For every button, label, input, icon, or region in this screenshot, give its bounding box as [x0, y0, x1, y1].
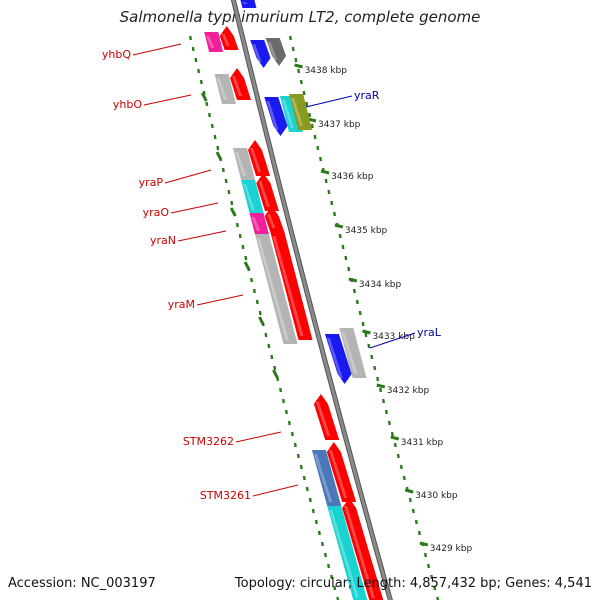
ruler-layer: 3438 kbp 3437 kbp 3436 kbp 3435 kbp 3434 kbp…: [189, 35, 473, 600]
kbp-label: 3430 kbp: [415, 491, 458, 501]
label-layer: yhbQ yhbO yraP yraO yraN yraM STM3262 STM3261 yr…: [102, 43, 442, 502]
label-connector: [170, 202, 219, 214]
inner-ruler-tick: [272, 369, 279, 379]
label-connector: [132, 43, 182, 56]
gene-darkgray-feature[interactable]: [265, 38, 287, 66]
label-connector: [305, 95, 353, 108]
label-connector: [369, 332, 416, 349]
kbp-label: 3435 kbp: [345, 226, 388, 236]
outer-ruler-tick: [419, 541, 429, 547]
gene-label-yraR[interactable]: yraR: [354, 89, 380, 102]
genome-summary-text: Topology: circular; Length: 4,857,432 bp…: [234, 576, 592, 591]
gene-red-feature[interactable]: [247, 140, 271, 176]
gene-yraL-feature[interactable]: [324, 334, 352, 384]
inner-ruler-tick: [243, 261, 251, 271]
gene-yraR-feature[interactable]: [264, 97, 288, 136]
gene-label-STM3262[interactable]: STM3262: [183, 435, 234, 448]
feature-layer: [204, 0, 384, 600]
gene-label-yraN[interactable]: yraN: [150, 234, 176, 247]
gene-red-feature[interactable]: [270, 232, 313, 340]
outer-ruler-tick: [294, 63, 303, 69]
outer-ruler: [289, 35, 440, 600]
kbp-label: 3434 kbp: [359, 280, 402, 290]
gene-top-blue-feature[interactable]: [240, 0, 257, 8]
gene-label-yraP[interactable]: yraP: [139, 176, 164, 189]
outer-ruler-tick: [390, 435, 400, 441]
gene-yhbQ-partner-feature[interactable]: [219, 26, 239, 50]
map-title: Salmonella typhimurium LT2, complete gen…: [120, 8, 481, 26]
outer-ruler-tick: [404, 488, 414, 494]
kbp-label: 3431 kbp: [401, 438, 444, 448]
outer-ruler-tick: [320, 169, 330, 175]
gene-label-yraO[interactable]: yraO: [143, 206, 170, 219]
outer-ruler-tick: [334, 223, 344, 229]
gene-red-feature[interactable]: [256, 173, 279, 211]
gene-label-yhbQ[interactable]: yhbQ: [102, 48, 131, 61]
kbp-label: 3433 kbp: [372, 332, 415, 342]
label-connector: [252, 484, 299, 497]
kbp-label: 3437 kbp: [318, 120, 361, 130]
gene-yraM-feature[interactable]: [254, 234, 298, 344]
gene-gray-feature[interactable]: [339, 328, 367, 378]
gene-blue-feature[interactable]: [250, 40, 271, 68]
gene-red-feature[interactable]: [326, 442, 357, 502]
gene-olive-feature[interactable]: [289, 94, 313, 130]
gene-cyan-feature[interactable]: [327, 506, 368, 600]
gene-yhbO-partner-feature[interactable]: [230, 68, 251, 100]
outer-ruler-tick: [376, 383, 386, 389]
gene-yraO-feature[interactable]: [241, 180, 264, 214]
backbone-layer: [230, 0, 393, 600]
gene-label-yraM[interactable]: yraM: [168, 298, 195, 311]
label-connector: [164, 169, 212, 184]
label-connector: [196, 294, 244, 306]
kbp-label: 3429 kbp: [430, 544, 473, 554]
inner-ruler-tick: [258, 316, 265, 326]
accession-text: Accession: NC_003197: [8, 576, 156, 591]
gene-yhbQ-feature[interactable]: [204, 32, 224, 52]
kbp-label: 3436 kbp: [331, 172, 374, 182]
gene-label-yraL[interactable]: yraL: [417, 326, 442, 339]
label-connector: [235, 431, 282, 443]
genome-backbone: [231, 0, 392, 600]
label-connector: [177, 230, 227, 242]
outer-ruler-tick: [348, 277, 358, 283]
gene-STM3262-feature[interactable]: [313, 394, 340, 440]
gene-red-feature[interactable]: [264, 206, 285, 232]
outer-ruler-tick: [362, 329, 371, 335]
inner-ruler-tick: [200, 92, 208, 102]
gene-red-feature[interactable]: [342, 498, 384, 600]
kbp-label: 3438 kbp: [305, 66, 348, 76]
gene-yraN-feature[interactable]: [249, 213, 270, 235]
gene-yhbO-feature[interactable]: [214, 74, 236, 104]
gene-yraP-feature[interactable]: [233, 148, 256, 180]
label-connector: [143, 94, 192, 106]
kbp-label: 3432 kbp: [387, 386, 430, 396]
gene-STM3261-feature[interactable]: [311, 450, 342, 506]
gene-label-yhbO[interactable]: yhbO: [113, 98, 142, 111]
inner-ruler-tick: [229, 207, 237, 217]
inner-ruler-tick: [215, 151, 223, 161]
gene-label-STM3261[interactable]: STM3261: [200, 489, 251, 502]
